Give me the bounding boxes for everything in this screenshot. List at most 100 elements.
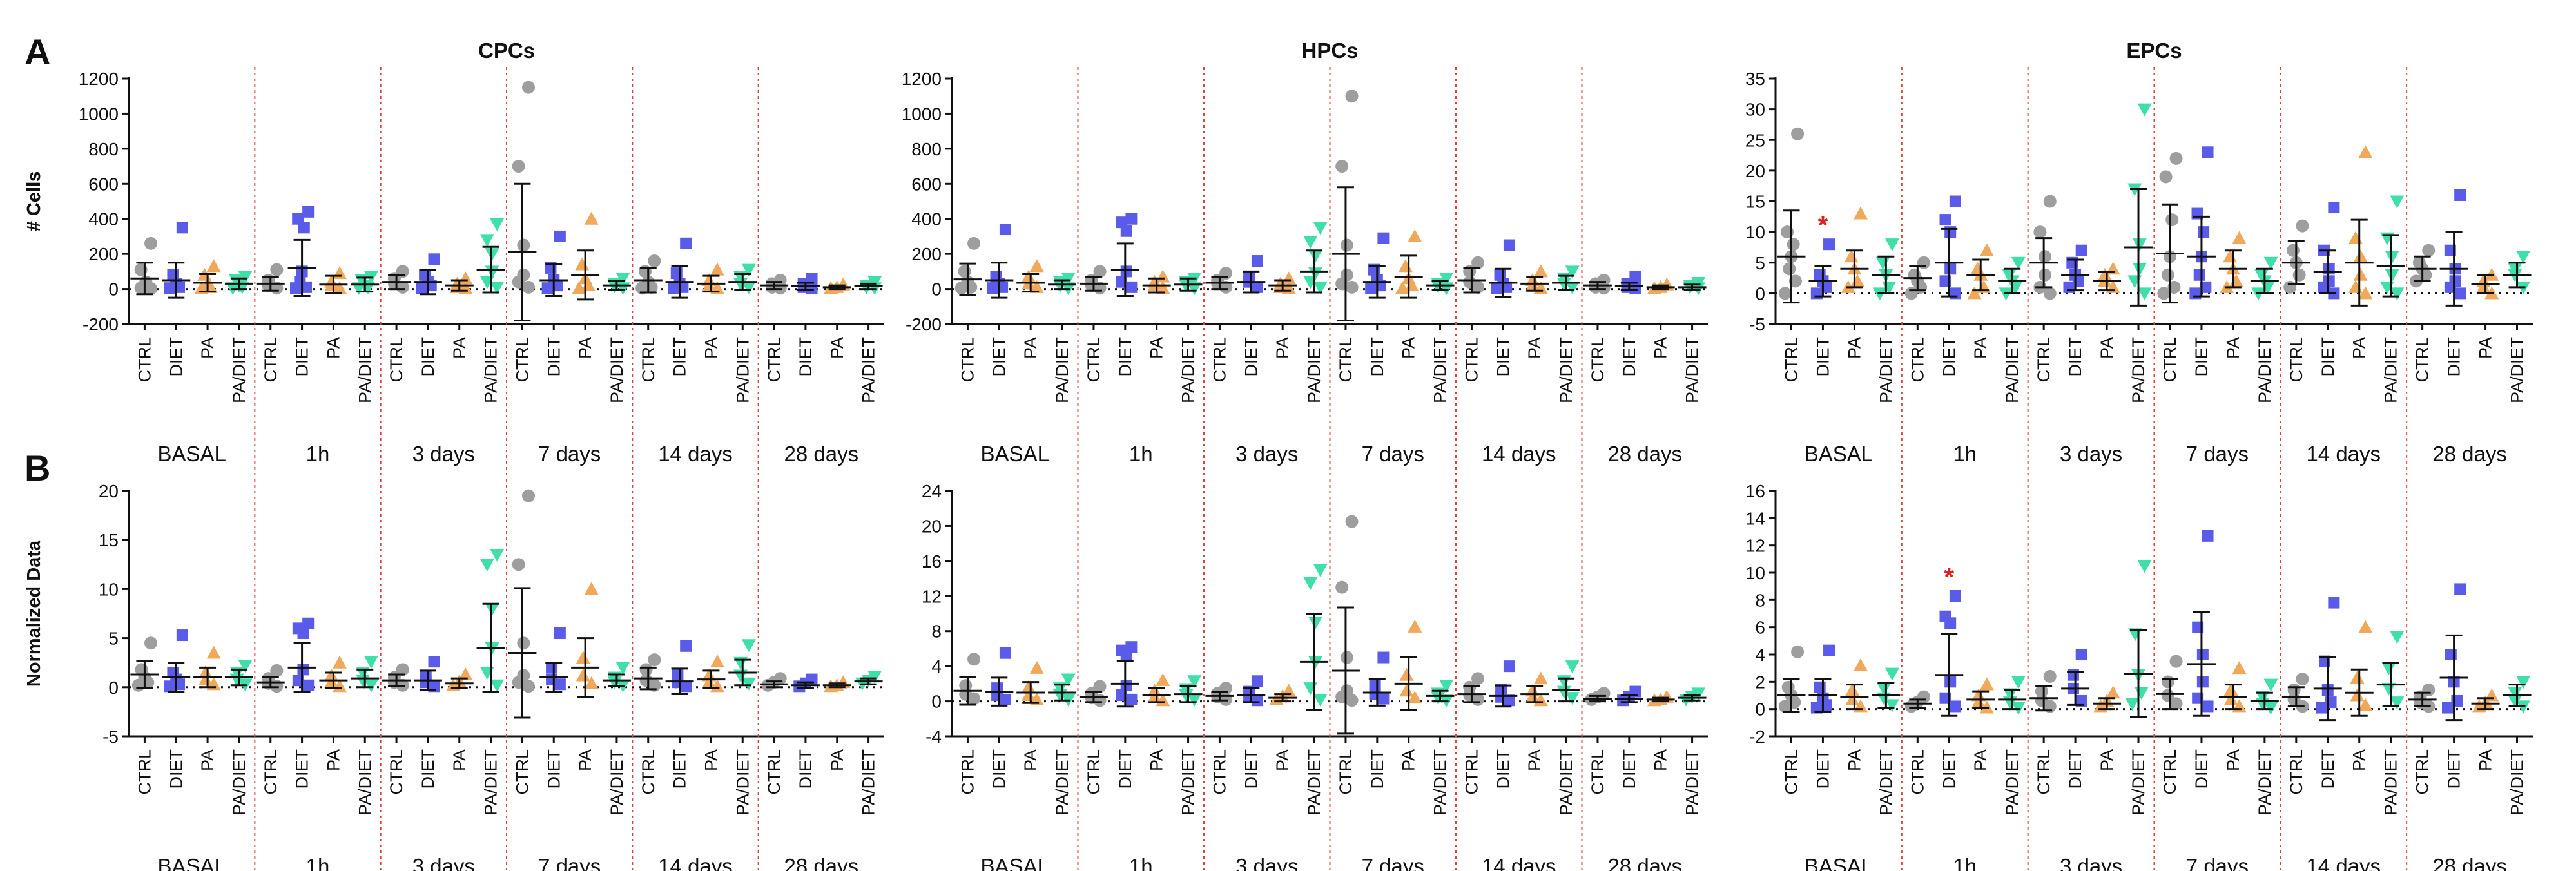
x-tick-label: PA/DIET xyxy=(2002,337,2022,403)
data-point xyxy=(2125,698,2140,711)
y-tick-label: 15 xyxy=(1745,192,1765,212)
y-tick-label: 0 xyxy=(1755,700,1765,720)
x-tick-label: PA/DIET xyxy=(1556,749,1576,816)
data-group xyxy=(822,675,851,693)
data-point xyxy=(2043,195,2057,208)
x-tick-label: PA/DIET xyxy=(2002,749,2022,816)
x-tick-label: CTRL xyxy=(958,337,977,383)
data-point xyxy=(1823,644,1835,656)
data-point xyxy=(1308,617,1322,630)
x-tick-label: DIET xyxy=(166,337,186,377)
data-group xyxy=(508,489,537,719)
data-point xyxy=(710,655,725,668)
significance-asterisk: * xyxy=(1818,211,1828,240)
x-tick-label: PA xyxy=(2476,337,2495,359)
x-tick-label: DIET xyxy=(796,337,815,377)
timepoint-label: 1h xyxy=(306,854,330,871)
data-point xyxy=(987,282,999,294)
y-tick-label: 20 xyxy=(922,516,942,536)
data-point xyxy=(302,679,315,691)
data-point xyxy=(1877,682,1892,696)
data-point xyxy=(1791,645,1805,658)
data-group xyxy=(1583,687,1612,706)
y-tick-label: -4 xyxy=(925,727,942,747)
data-point xyxy=(954,282,968,295)
timepoint-label: 1h xyxy=(1129,442,1153,466)
data-point xyxy=(1949,700,1961,713)
data-group xyxy=(1457,256,1486,294)
data-group xyxy=(1935,195,1964,300)
data-group xyxy=(319,266,348,294)
data-point xyxy=(1365,282,1377,294)
data-point xyxy=(479,666,494,680)
x-tick-label: PA xyxy=(1525,749,1544,771)
x-tick-label: PA xyxy=(828,749,847,771)
data-point xyxy=(2169,151,2183,165)
x-tick-label: CTRL xyxy=(2413,749,2432,795)
timepoint-label: 3 days xyxy=(1235,442,1298,466)
y-tick-label: 600 xyxy=(911,174,942,194)
x-tick-label: CTRL xyxy=(1210,337,1229,383)
x-tick-label: PA/DIET xyxy=(481,749,501,816)
data-group xyxy=(2187,146,2216,300)
x-tick-label: CTRL xyxy=(387,749,406,795)
x-tick-label: CTRL xyxy=(1084,749,1103,795)
x-tick-label: PA xyxy=(1273,337,1292,359)
timepoint-label: 14 days xyxy=(2306,442,2381,466)
y-tick-label: 35 xyxy=(1745,69,1765,89)
data-point xyxy=(1125,281,1138,293)
x-tick-label: CTRL xyxy=(512,337,532,383)
x-tick-label: CTRL xyxy=(2287,749,2306,795)
x-tick-label: PA/DIET xyxy=(1179,337,1198,403)
data-point xyxy=(575,257,590,271)
y-tick-label: 6 xyxy=(1755,618,1765,638)
data-point xyxy=(1845,692,1860,705)
x-tick-label: PA/DIET xyxy=(2508,749,2527,816)
data-point xyxy=(2169,655,2183,668)
data-group xyxy=(1174,675,1203,707)
y-tick-label: 600 xyxy=(88,174,119,194)
data-point xyxy=(1949,589,1961,602)
data-group xyxy=(1110,213,1139,297)
data-group xyxy=(1268,271,1297,294)
data-point xyxy=(2263,256,2278,270)
data-group xyxy=(1237,675,1266,707)
data-point xyxy=(363,679,378,693)
data-group xyxy=(1268,684,1297,705)
data-point xyxy=(2232,661,2247,675)
data-group xyxy=(1489,239,1518,298)
data-point xyxy=(1949,287,1961,300)
data-point xyxy=(710,262,725,276)
data-point xyxy=(396,663,409,676)
data-point xyxy=(490,281,505,294)
data-point xyxy=(2106,685,2120,699)
data-point xyxy=(639,663,653,676)
chart-title: CPCs xyxy=(478,39,535,62)
data-group xyxy=(1362,651,1391,707)
data-group xyxy=(1331,90,1360,322)
data-group xyxy=(2124,103,2153,307)
data-point xyxy=(2283,280,2297,294)
data-point xyxy=(1875,256,1890,270)
data-group xyxy=(1110,641,1139,708)
data-point xyxy=(1565,281,1580,294)
data-point xyxy=(363,656,378,669)
data-point xyxy=(1093,265,1107,278)
data-group xyxy=(697,262,726,294)
data-point xyxy=(1251,255,1263,267)
data-point xyxy=(2422,244,2436,257)
data-point xyxy=(512,558,525,571)
data-group xyxy=(1872,667,1901,713)
data-point xyxy=(490,549,505,562)
data-point xyxy=(572,281,586,294)
data-group xyxy=(1520,671,1549,707)
data-point xyxy=(1787,238,1800,251)
data-point xyxy=(1408,691,1422,704)
data-group xyxy=(2218,231,2247,293)
data-group xyxy=(760,672,789,692)
data-group xyxy=(1646,689,1675,707)
data-point xyxy=(2161,675,2174,689)
data-point xyxy=(1917,256,1930,269)
data-point xyxy=(680,640,692,652)
data-group xyxy=(1079,680,1108,707)
